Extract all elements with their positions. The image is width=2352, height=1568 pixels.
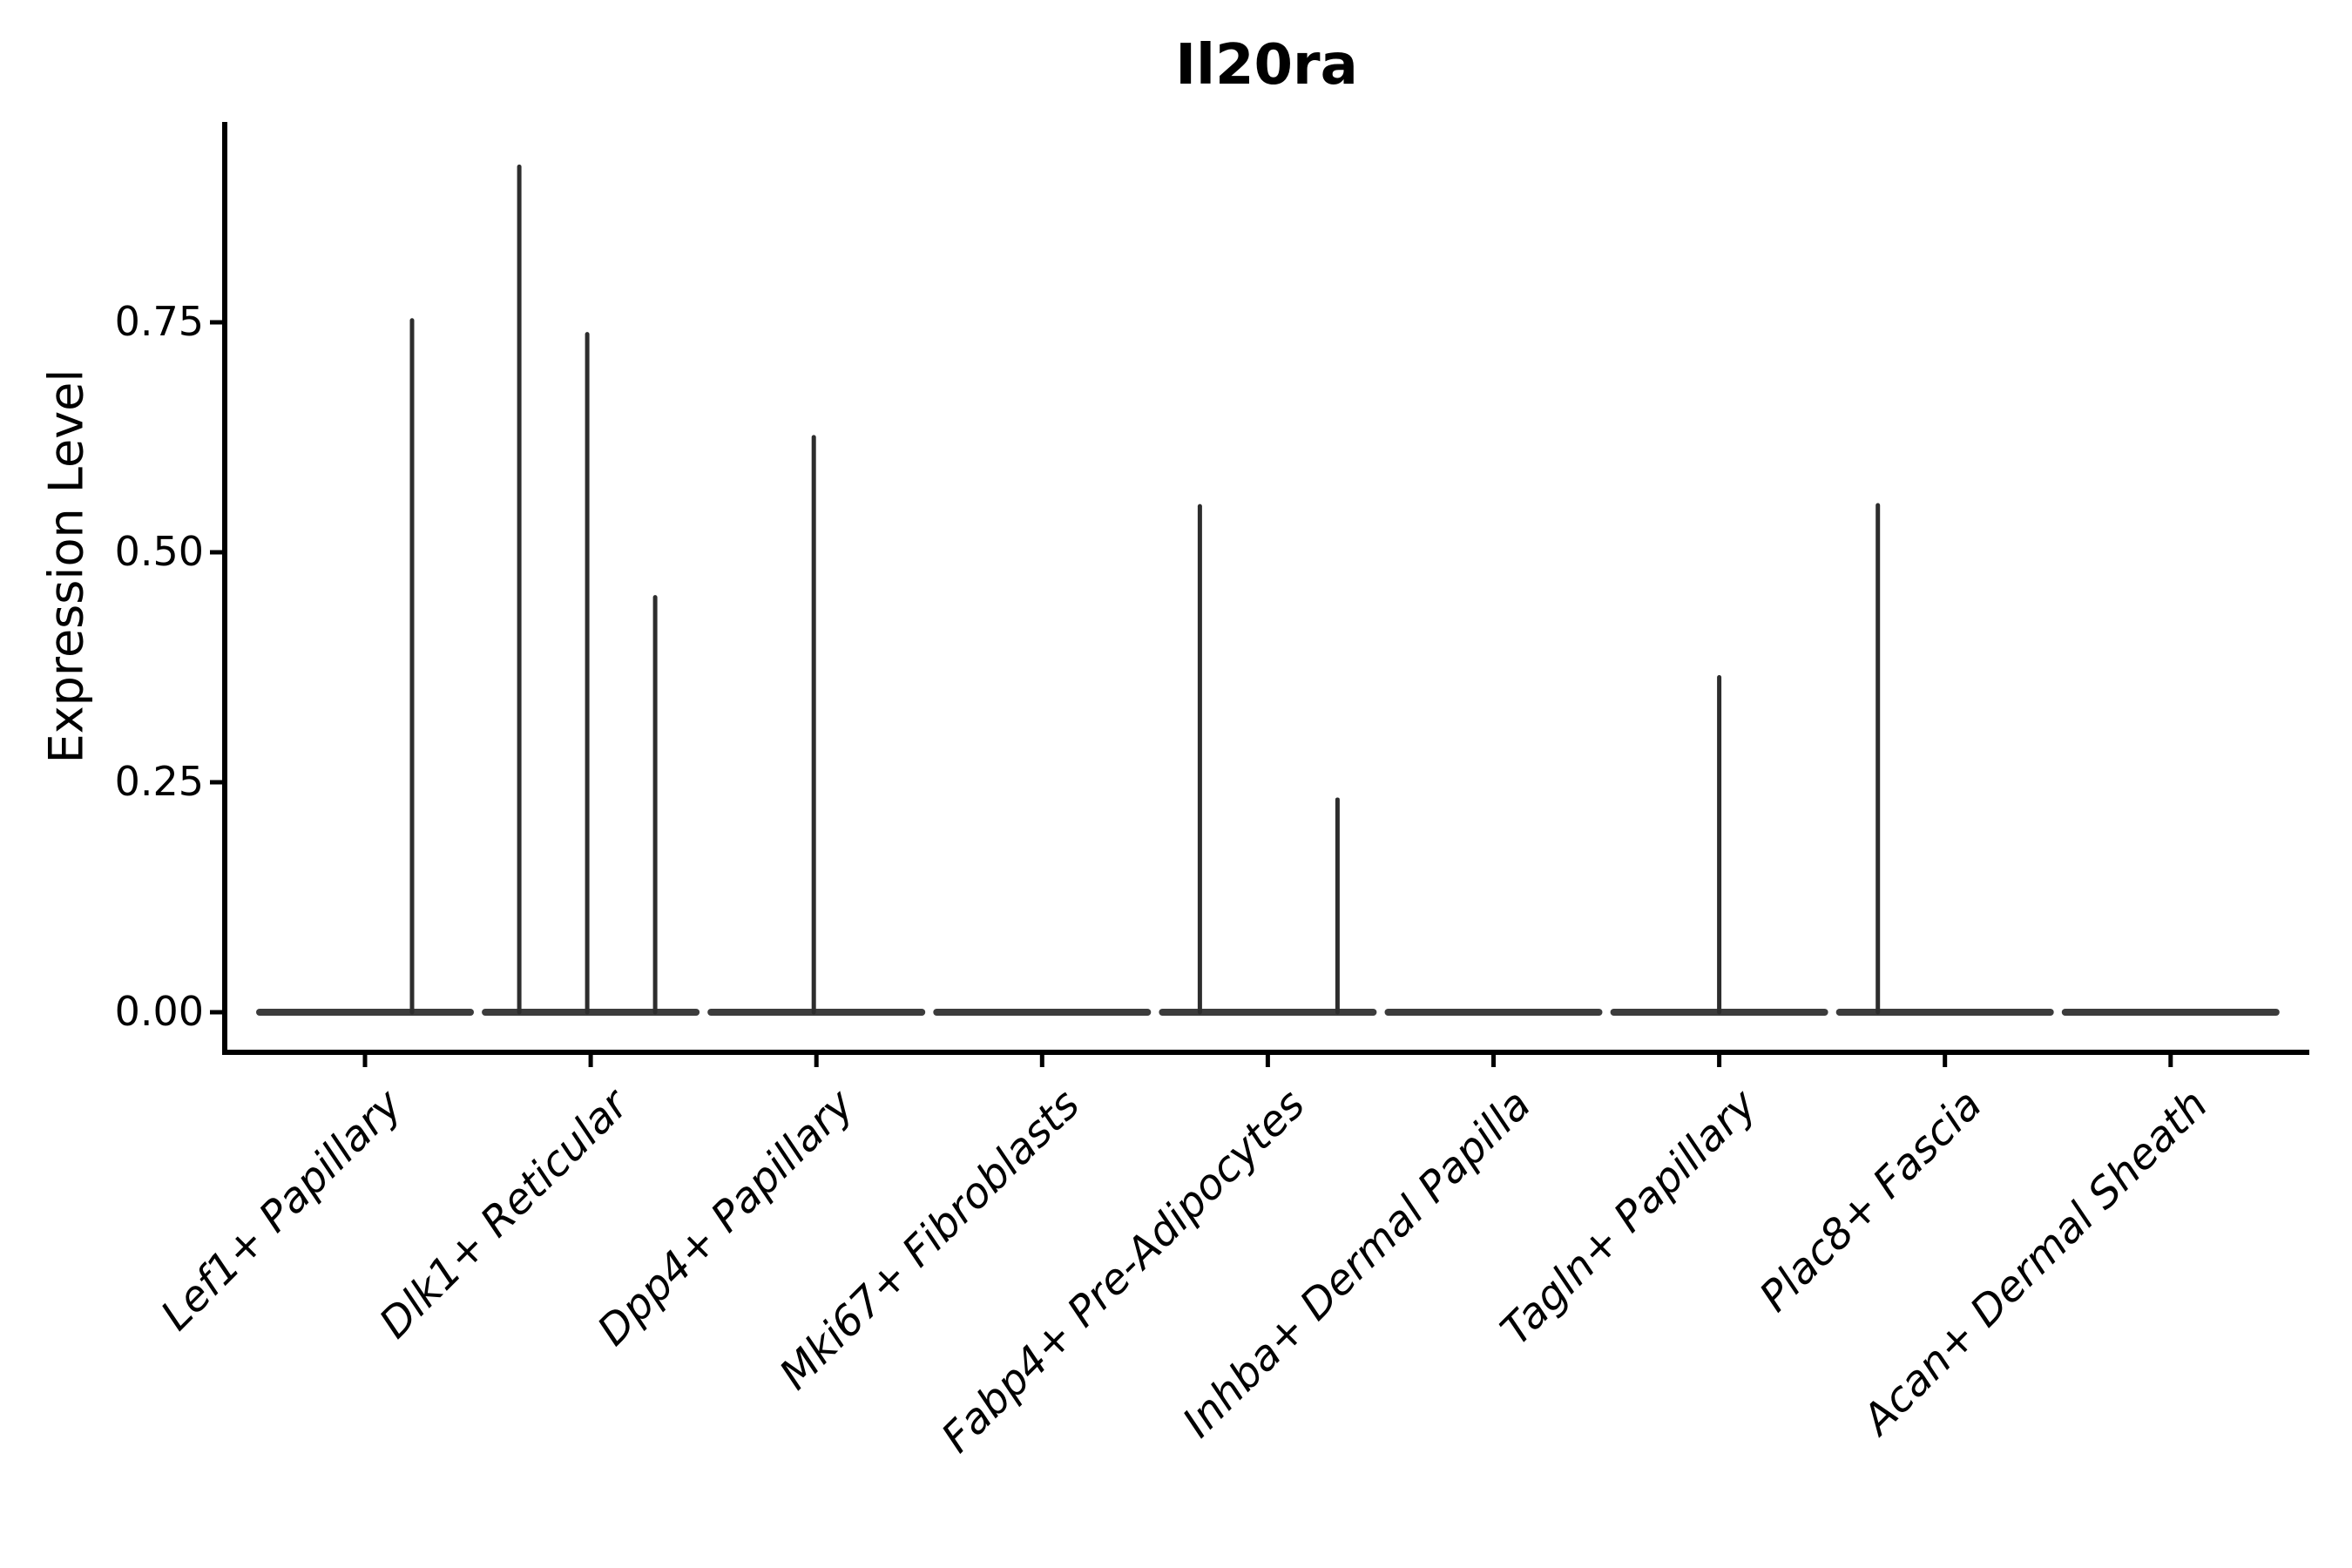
chart-title: Il20ra	[1175, 33, 1358, 98]
y-tick-label: 0.50	[114, 527, 204, 575]
y-tick-label: 0.00	[114, 987, 204, 1035]
y-tick-label: 0.25	[114, 757, 204, 805]
y-tick-label: 0.75	[114, 297, 204, 345]
